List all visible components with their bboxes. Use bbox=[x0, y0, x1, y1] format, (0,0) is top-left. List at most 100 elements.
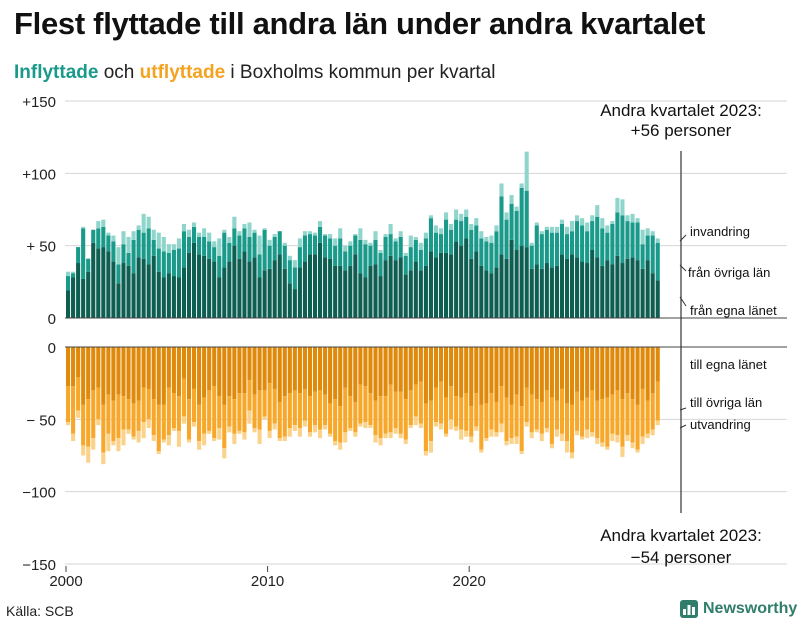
bar-in-other bbox=[564, 234, 570, 259]
bar-in-other bbox=[423, 238, 428, 266]
bar-in-other bbox=[549, 232, 554, 268]
bar-out-own bbox=[620, 347, 625, 400]
bar-in-own bbox=[570, 254, 575, 318]
bar-out-abroad bbox=[192, 422, 197, 427]
bar-out-own bbox=[232, 347, 237, 400]
bar-out-abroad bbox=[292, 425, 297, 431]
bar-out-other bbox=[479, 404, 484, 450]
bar-out-other bbox=[605, 397, 610, 447]
bar-in-other bbox=[237, 235, 242, 259]
bar-in-own bbox=[464, 238, 469, 318]
bar-in-other bbox=[403, 255, 408, 275]
bar-out-abroad bbox=[353, 432, 358, 437]
bar-in-own bbox=[388, 255, 393, 318]
bar-in-abroad bbox=[539, 231, 544, 235]
bar-in-own bbox=[96, 248, 101, 318]
brand-logo[interactable]: Newsworthy bbox=[680, 600, 797, 618]
bar-in-abroad bbox=[418, 242, 423, 250]
bar-in-own bbox=[207, 258, 212, 318]
bar-in-own bbox=[645, 260, 650, 318]
bar-out-other bbox=[585, 397, 590, 430]
bar-out-abroad bbox=[428, 441, 433, 453]
bar-in-own bbox=[635, 260, 640, 318]
bar-out-other bbox=[539, 401, 544, 434]
bar-out-other bbox=[71, 386, 76, 434]
bar-in-own bbox=[166, 273, 171, 318]
bar-out-own bbox=[297, 347, 302, 394]
bar-out-own bbox=[423, 347, 428, 404]
bar-out-abroad bbox=[202, 433, 207, 446]
bar-out-other bbox=[166, 387, 171, 436]
bar-out-own bbox=[156, 347, 161, 405]
bar-in-other bbox=[529, 245, 534, 269]
bar-out-abroad bbox=[318, 429, 323, 439]
bar-out-abroad bbox=[585, 429, 590, 439]
bar-out-own bbox=[318, 347, 323, 391]
bar-in-abroad bbox=[126, 236, 131, 253]
bar-in-own bbox=[549, 267, 554, 318]
bar-out-abroad bbox=[267, 430, 272, 439]
bar-in-abroad bbox=[111, 235, 116, 242]
bar-out-abroad bbox=[509, 438, 514, 444]
bar-in-abroad bbox=[464, 209, 469, 217]
bar-in-abroad bbox=[186, 229, 192, 237]
bar-out-other bbox=[509, 404, 514, 439]
bar-out-abroad bbox=[640, 436, 645, 444]
annotation-top-line1: Andra kvartalet 2023: bbox=[600, 101, 762, 120]
bar-in-own bbox=[217, 277, 222, 318]
bar-out-own bbox=[433, 347, 439, 388]
bar-in-own bbox=[86, 271, 91, 318]
bar-out-own bbox=[418, 347, 423, 382]
bar-out-other bbox=[449, 386, 454, 420]
bar-in-abroad bbox=[403, 252, 408, 256]
bar-in-other bbox=[307, 234, 313, 255]
bar-out-other bbox=[302, 388, 307, 421]
bar-out-other bbox=[257, 390, 262, 430]
bar-in-abroad bbox=[328, 234, 333, 239]
bar-in-own bbox=[514, 250, 519, 318]
bar-in-abroad bbox=[353, 234, 358, 236]
bar-in-own bbox=[186, 252, 192, 318]
bar-in-other bbox=[358, 239, 363, 274]
bar-out-other bbox=[297, 393, 302, 429]
bar-out-abroad bbox=[146, 419, 151, 429]
bar-in-abroad bbox=[484, 236, 489, 242]
bar-in-other bbox=[499, 196, 504, 255]
bar-out-own bbox=[151, 347, 156, 400]
series-label-till-ovriga-lan: till övriga län bbox=[690, 395, 762, 410]
bar-in-abroad bbox=[227, 236, 232, 243]
bar-out-own bbox=[413, 347, 418, 385]
bar-in-abroad bbox=[66, 271, 71, 277]
bar-out-abroad bbox=[534, 429, 539, 433]
chart-title: Flest flyttade till andra län under andr… bbox=[14, 6, 706, 41]
bar-out-own bbox=[655, 347, 660, 382]
bar-out-other bbox=[161, 404, 166, 440]
bar-in-abroad bbox=[267, 239, 272, 246]
bar-in-abroad bbox=[630, 213, 635, 223]
bar-in-other bbox=[559, 223, 565, 255]
bar-in-other bbox=[590, 221, 595, 250]
bar-in-other bbox=[76, 247, 81, 264]
bar-in-abroad bbox=[242, 223, 247, 229]
bar-out-abroad bbox=[464, 430, 469, 437]
bar-out-own bbox=[252, 347, 257, 395]
bar-in-other bbox=[106, 235, 111, 252]
bar-out-abroad bbox=[186, 439, 192, 443]
bar-out-own bbox=[534, 347, 539, 400]
bar-in-abroad bbox=[524, 151, 529, 191]
bar-in-own bbox=[509, 239, 514, 318]
bar-out-own bbox=[282, 347, 287, 397]
bar-out-own bbox=[181, 347, 187, 379]
bar-in-own bbox=[640, 268, 645, 318]
bar-out-abroad bbox=[479, 449, 484, 453]
bar-out-other bbox=[549, 397, 554, 444]
bar-in-own bbox=[171, 276, 176, 318]
bar-out-other bbox=[328, 403, 333, 434]
bar-out-other bbox=[86, 399, 91, 447]
bar-in-other bbox=[166, 252, 171, 274]
bar-in-own bbox=[323, 257, 328, 318]
bar-in-own bbox=[106, 251, 111, 318]
x-tick-label: 2000 bbox=[49, 573, 82, 590]
bar-in-other bbox=[227, 242, 232, 262]
bar-out-own bbox=[146, 347, 151, 389]
